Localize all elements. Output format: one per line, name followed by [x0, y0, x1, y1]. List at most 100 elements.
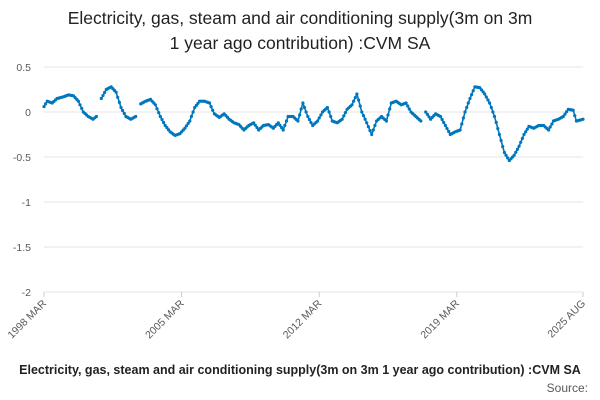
- data-point[interactable]: [489, 105, 493, 110]
- data-point[interactable]: [317, 116, 321, 120]
- data-point[interactable]: [153, 103, 157, 107]
- data-point[interactable]: [573, 114, 577, 118]
- data-point[interactable]: [360, 110, 364, 114]
- data-point[interactable]: [280, 126, 284, 130]
- data-point[interactable]: [296, 119, 300, 123]
- data-point[interactable]: [76, 99, 80, 103]
- data-point[interactable]: [491, 110, 495, 114]
- data-point[interactable]: [319, 113, 323, 117]
- data-point[interactable]: [565, 110, 569, 114]
- data-point[interactable]: [525, 127, 529, 131]
- data-point[interactable]: [121, 108, 125, 113]
- data-point[interactable]: [309, 120, 313, 125]
- data-point[interactable]: [388, 107, 392, 111]
- data-point[interactable]: [283, 123, 287, 128]
- data-point[interactable]: [514, 150, 518, 154]
- data-point[interactable]: [365, 121, 369, 125]
- data-point[interactable]: [440, 117, 444, 122]
- data-point[interactable]: [158, 114, 162, 119]
- data-point[interactable]: [447, 129, 451, 134]
- data-point[interactable]: [352, 99, 356, 103]
- data-point[interactable]: [78, 103, 82, 107]
- data-point[interactable]: [361, 114, 366, 118]
- data-point[interactable]: [191, 110, 195, 114]
- data-point[interactable]: [114, 90, 118, 94]
- data-point[interactable]: [458, 128, 462, 132]
- data-point[interactable]: [188, 119, 192, 123]
- data-point[interactable]: [278, 123, 282, 127]
- data-point[interactable]: [42, 105, 46, 109]
- data-point[interactable]: [342, 114, 346, 118]
- data-point[interactable]: [404, 101, 408, 105]
- data-point[interactable]: [299, 107, 303, 111]
- data-point[interactable]: [327, 110, 331, 114]
- data-point[interactable]: [547, 128, 551, 132]
- data-point[interactable]: [162, 120, 166, 125]
- data-point[interactable]: [209, 105, 213, 109]
- data-point[interactable]: [211, 108, 215, 112]
- data-point[interactable]: [407, 107, 411, 111]
- data-point[interactable]: [470, 93, 474, 97]
- data-point[interactable]: [471, 89, 475, 93]
- data-point[interactable]: [427, 115, 431, 119]
- data-point[interactable]: [284, 119, 289, 123]
- data-point[interactable]: [101, 93, 105, 98]
- data-point[interactable]: [255, 126, 259, 130]
- data-point[interactable]: [419, 119, 423, 123]
- data-point[interactable]: [438, 114, 443, 119]
- data-point[interactable]: [276, 121, 280, 125]
- data-point[interactable]: [502, 150, 506, 155]
- data-point[interactable]: [252, 121, 256, 125]
- data-point[interactable]: [99, 96, 103, 101]
- data-point[interactable]: [512, 153, 516, 157]
- data-point[interactable]: [465, 105, 469, 110]
- data-point[interactable]: [301, 101, 305, 105]
- data-point[interactable]: [103, 90, 107, 95]
- data-point[interactable]: [160, 117, 164, 122]
- data-point[interactable]: [368, 129, 372, 133]
- data-point[interactable]: [343, 111, 347, 115]
- data-point[interactable]: [94, 114, 98, 119]
- data-point[interactable]: [357, 98, 361, 102]
- data-point[interactable]: [350, 103, 354, 107]
- data-point[interactable]: [494, 120, 498, 125]
- data-point[interactable]: [499, 138, 503, 143]
- data-point[interactable]: [504, 153, 508, 157]
- data-point[interactable]: [44, 102, 48, 106]
- data-point[interactable]: [253, 123, 257, 127]
- data-point[interactable]: [463, 110, 467, 114]
- data-point[interactable]: [80, 106, 84, 110]
- data-point[interactable]: [302, 105, 307, 110]
- data-point[interactable]: [189, 114, 193, 119]
- data-point[interactable]: [298, 113, 302, 117]
- data-point[interactable]: [122, 111, 126, 116]
- data-point[interactable]: [461, 116, 465, 120]
- data-point[interactable]: [497, 132, 501, 137]
- data-point[interactable]: [116, 95, 120, 99]
- data-point[interactable]: [373, 123, 377, 128]
- data-point[interactable]: [443, 123, 447, 128]
- data-point[interactable]: [363, 117, 367, 121]
- data-point[interactable]: [424, 110, 428, 114]
- data-point[interactable]: [157, 111, 161, 115]
- data-point[interactable]: [492, 114, 497, 119]
- data-point[interactable]: [329, 114, 333, 119]
- data-point[interactable]: [316, 119, 320, 123]
- data-point[interactable]: [563, 112, 567, 116]
- data-point[interactable]: [515, 147, 520, 151]
- data-point[interactable]: [370, 132, 374, 137]
- data-point[interactable]: [468, 96, 472, 101]
- data-point[interactable]: [384, 119, 388, 123]
- data-point[interactable]: [550, 122, 554, 126]
- data-point[interactable]: [304, 110, 308, 114]
- data-point[interactable]: [445, 126, 449, 131]
- data-point[interactable]: [406, 104, 410, 108]
- data-point[interactable]: [325, 105, 329, 110]
- data-point[interactable]: [484, 95, 488, 99]
- data-point[interactable]: [460, 122, 464, 126]
- data-point[interactable]: [519, 140, 523, 144]
- data-point[interactable]: [442, 120, 446, 125]
- data-point[interactable]: [119, 105, 123, 110]
- data-point[interactable]: [517, 144, 521, 148]
- data-point[interactable]: [501, 144, 505, 149]
